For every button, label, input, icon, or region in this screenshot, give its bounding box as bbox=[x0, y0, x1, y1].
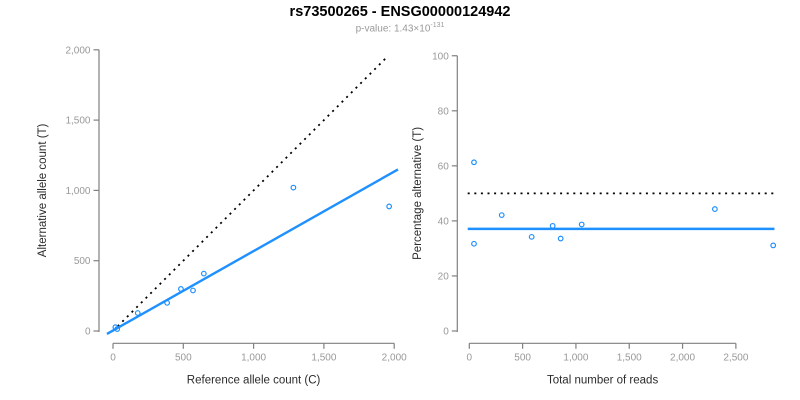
data-point bbox=[200, 270, 207, 277]
allele-counts-scatter-panel: 0 500 1,000 1,500 2,000 Reference allele coun… bbox=[37, 45, 407, 386]
data-point bbox=[471, 159, 477, 166]
x-tick-label: 1,500 bbox=[617, 352, 642, 363]
y-tick-label: 1,000 bbox=[65, 186, 90, 197]
y-tick-label: 100 bbox=[432, 51, 449, 62]
y-axis-title: Percentage alternative (T) bbox=[412, 127, 424, 260]
data-point bbox=[134, 310, 141, 316]
x-tick-label: 1,000 bbox=[563, 352, 588, 363]
x-tick-label: 1,500 bbox=[311, 352, 336, 363]
figure-title: rs73500265 - ENSG00000124942 bbox=[289, 4, 511, 20]
fit-line bbox=[106, 168, 399, 335]
x-tick-label: 1,000 bbox=[241, 352, 266, 363]
x-axis-title: Reference allele count (C) bbox=[187, 374, 321, 386]
x-tick-label: 2,000 bbox=[382, 352, 407, 363]
data-point bbox=[114, 326, 121, 332]
x-tick-label: 2,500 bbox=[723, 352, 748, 363]
data-point bbox=[190, 287, 196, 294]
data-point bbox=[178, 286, 184, 292]
data-point bbox=[711, 206, 718, 212]
data-point bbox=[386, 203, 393, 210]
y-tick-label: 0 bbox=[85, 327, 91, 338]
y-tick-label: 40 bbox=[438, 216, 450, 227]
percentage-alternative-scatter-panel: 0 500 1,000 1,500 2,000 2,500 Total number of … bbox=[412, 51, 777, 386]
p-value-text: p-value: 1.43×10 bbox=[355, 23, 431, 35]
x-tick-label: 0 bbox=[467, 352, 473, 363]
y-tick-label: 1,500 bbox=[65, 116, 90, 127]
x-tick-label: 0 bbox=[110, 352, 116, 363]
p-value-subtitle: p-value: 1.43×10-131 bbox=[0, 22, 800, 34]
data-point bbox=[528, 233, 535, 240]
data-point bbox=[471, 240, 477, 247]
x-tick-label: 500 bbox=[175, 352, 192, 363]
data-point bbox=[770, 242, 777, 249]
data-point bbox=[549, 222, 556, 229]
data-point bbox=[578, 221, 585, 228]
data-point bbox=[557, 235, 564, 242]
y-tick-label: 500 bbox=[74, 256, 91, 267]
x-tick-label: 2,000 bbox=[670, 352, 695, 363]
data-point bbox=[164, 299, 171, 306]
y-tick-label: 20 bbox=[438, 271, 450, 282]
p-value-exponent: -131 bbox=[430, 22, 445, 29]
y-tick-label: 2,000 bbox=[65, 45, 90, 56]
x-axis-title: Total number of reads bbox=[547, 374, 658, 386]
y-tick-label: 80 bbox=[438, 106, 450, 117]
identity-line bbox=[112, 56, 388, 332]
data-point bbox=[290, 184, 297, 191]
x-tick-label: 500 bbox=[514, 352, 531, 363]
y-tick-label: 60 bbox=[438, 161, 450, 172]
y-tick-label: 0 bbox=[443, 327, 449, 338]
y-axis-title: Alternative allele count (T) bbox=[37, 123, 49, 257]
data-point bbox=[498, 212, 505, 219]
